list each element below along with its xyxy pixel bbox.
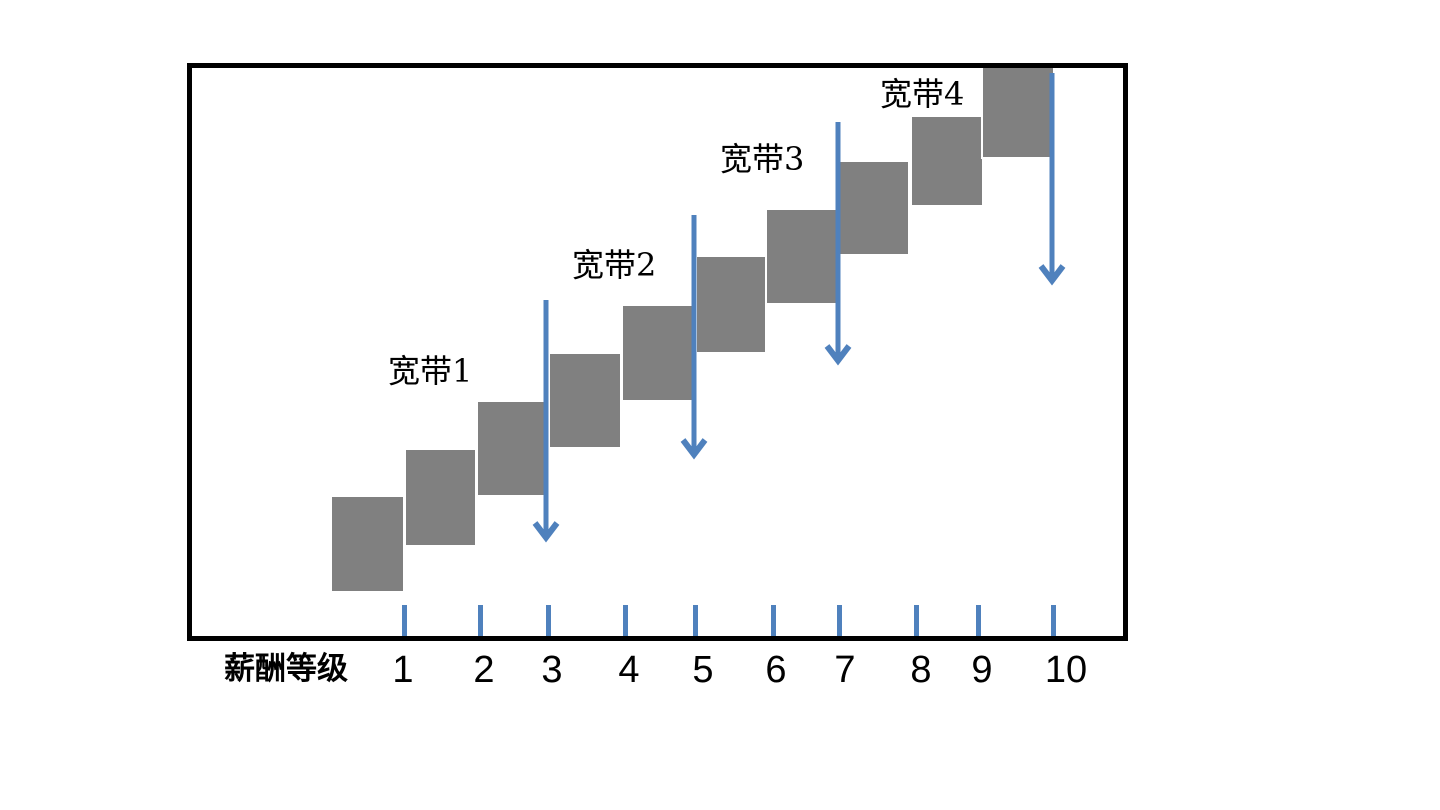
arrow-head-icon	[532, 521, 560, 543]
grade-range-box-7	[767, 210, 837, 303]
x-axis-label-1: 1	[392, 649, 414, 691]
arrow-head-icon	[824, 344, 852, 366]
grade-range-box-6	[697, 257, 765, 352]
x-axis-label-7: 7	[834, 649, 856, 691]
x-axis-label-6: 6	[765, 649, 787, 691]
x-axis-tick-5	[693, 605, 698, 636]
band-label-4: 宽带4	[880, 75, 965, 113]
band-label-1: 宽带1	[388, 352, 473, 390]
x-axis-label-5: 5	[692, 649, 714, 691]
grade-range-box-1	[332, 497, 403, 591]
x-axis-label-9: 9	[971, 649, 993, 691]
x-axis-label-2: 2	[473, 649, 495, 691]
x-axis-tick-8	[914, 605, 919, 636]
band-end-arrow-grade-7	[824, 122, 852, 366]
grade-range-box-3	[478, 402, 545, 495]
x-axis-tick-7	[837, 605, 842, 636]
arrow-head-icon	[680, 438, 708, 460]
x-axis-tick-10	[1051, 605, 1056, 636]
band-label-3: 宽带3	[720, 140, 805, 178]
x-axis-tick-4	[623, 605, 628, 636]
x-axis-label-10: 10	[1044, 649, 1088, 691]
arrow-head-icon	[1038, 264, 1066, 286]
x-axis-label-8: 8	[910, 649, 932, 691]
grade-range-box-10	[983, 65, 1053, 157]
x-axis-label-3: 3	[541, 649, 563, 691]
x-axis-tick-1	[402, 605, 407, 636]
x-axis-tick-3	[546, 605, 551, 636]
x-axis-label-4: 4	[618, 649, 640, 691]
band-end-arrow-grade-5	[680, 215, 708, 460]
grade-range-box-2	[406, 450, 475, 545]
grade-range-box-9	[912, 117, 982, 205]
x-axis-tick-2	[478, 605, 483, 636]
band-end-arrow-grade-3	[532, 300, 560, 543]
x-axis-tick-9	[976, 605, 981, 636]
band-label-2: 宽带2	[572, 246, 657, 284]
x-axis-tick-6	[771, 605, 776, 636]
x-axis-title: 薪酬等级	[224, 651, 348, 686]
grade-range-box-4	[550, 354, 620, 447]
band-end-arrow-grade-10	[1038, 73, 1066, 286]
grade-range-box-8	[840, 162, 908, 254]
grade-range-box-5	[623, 306, 692, 400]
